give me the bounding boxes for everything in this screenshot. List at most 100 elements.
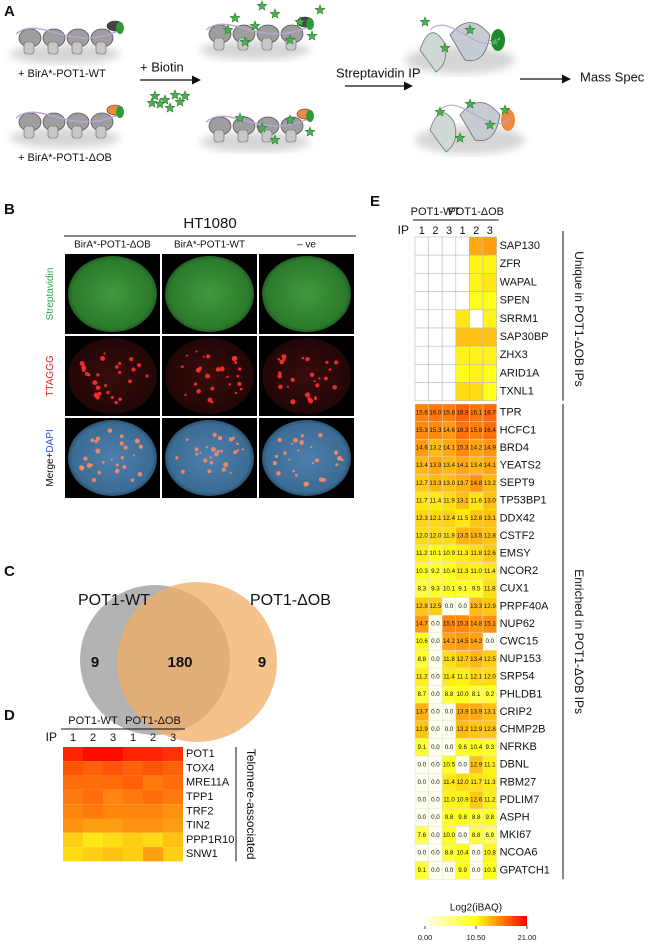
telomere-focus (120, 456, 125, 460)
telomere-focus (210, 446, 216, 452)
telomere-focus (202, 355, 205, 358)
cell-value: 15.3 (457, 621, 470, 628)
cell-value: 0.0 (417, 779, 426, 786)
cell-value: 11.3 (457, 550, 469, 557)
cell-value: 11.2 (484, 797, 496, 804)
cell-value: 9.3 (485, 744, 494, 751)
empty-cell (414, 309, 429, 329)
telomere-focus (278, 384, 283, 389)
cell-value: 13.1 (457, 497, 470, 504)
panel-label: C (4, 563, 15, 580)
cell-value: 14.1 (457, 462, 470, 469)
telomere-focus (279, 359, 285, 365)
cell-value: 9.1 (417, 744, 426, 751)
gene-label: NCOR2 (500, 565, 539, 577)
empty-cell (441, 254, 457, 274)
cell-value: 0.0 (417, 761, 426, 768)
telomere-focus (294, 473, 298, 477)
cell-value: 11.6 (470, 497, 482, 504)
telomere-focus (122, 464, 127, 469)
cell-value: 9.2 (431, 568, 440, 575)
panel-label: D (4, 707, 15, 724)
biotin-star (454, 132, 466, 143)
heat-cell (123, 761, 143, 776)
cell-value: 9.8 (485, 814, 494, 821)
cell-value: 12.5 (484, 656, 497, 663)
empty-cell (441, 345, 457, 365)
heat-cell (63, 818, 83, 833)
telomere-focus (132, 454, 135, 457)
legend-tick-label: 10.50 (467, 933, 486, 942)
biotin-star (269, 134, 281, 145)
cell-value: 11.5 (457, 515, 469, 522)
telomere-focus (277, 437, 282, 443)
group-side-label: Unique in POT1-ΔOB IPs (572, 251, 586, 386)
heat-cell (455, 345, 470, 365)
cell-value: 10.4 (443, 568, 456, 575)
telomere-focus (214, 452, 219, 457)
heat-cell (163, 775, 183, 790)
cell-value: 11.3 (457, 568, 469, 575)
heat-cell (143, 789, 163, 805)
cell-value: 6.9 (485, 832, 494, 839)
cell-value: 9.9 (458, 867, 467, 874)
telomere-focus (212, 432, 217, 438)
telomere-focus (324, 376, 328, 381)
gene-label: MRE11A (186, 777, 230, 789)
cell-value: 9.8 (458, 814, 467, 821)
birA (116, 22, 124, 34)
gene-label: DDX42 (500, 512, 535, 524)
telomere-focus (215, 367, 221, 372)
condition-label: + BirA*-POT1-WT (18, 68, 106, 80)
biotin-star (179, 90, 191, 101)
gene-label: BRD4 (500, 442, 529, 454)
heat-cell (143, 775, 163, 790)
telomere-focus (93, 392, 99, 398)
heat-cell (123, 789, 143, 805)
telomere-focus (123, 445, 128, 450)
telomere-focus (193, 382, 198, 386)
telomere-focus (134, 438, 140, 444)
heat-cell (63, 775, 83, 790)
replicate-label: 2 (432, 225, 438, 237)
biotin-star (484, 119, 496, 130)
gene-label: POT1 (186, 748, 215, 760)
telomere-focus (233, 450, 238, 455)
replicate-label: 1 (130, 732, 136, 744)
gene-label: EMSY (500, 548, 532, 560)
gene-label: ASPH (500, 812, 530, 824)
heat-cell (103, 761, 123, 776)
telomere-focus (129, 357, 134, 362)
cell-value: 15.8 (443, 409, 456, 416)
telomere-focus (207, 397, 213, 403)
telomere-focus (97, 391, 102, 396)
cell-value: 12.9 (470, 761, 483, 768)
protein (95, 41, 107, 55)
cell-value: 8.8 (445, 691, 454, 698)
telomere-focus (238, 367, 242, 371)
empty-cell (441, 236, 457, 256)
group-label: POT1-ΔOB (125, 715, 181, 727)
dna (205, 115, 311, 127)
empty-cell (469, 309, 484, 329)
gene-label: NCOA6 (500, 847, 538, 859)
cell-value: 0.0 (431, 726, 440, 733)
cell-value: 12.4 (443, 515, 456, 522)
empty-cell (428, 236, 443, 256)
nucleus (68, 420, 157, 496)
protein (47, 125, 59, 139)
heat-cell (482, 364, 497, 383)
nucleus (262, 256, 351, 332)
telomere-focus (315, 458, 320, 463)
telomere-focus (335, 463, 339, 467)
gene-label: GPATCH1 (500, 864, 550, 876)
nucleus (262, 338, 351, 414)
cell-value: 14.6 (443, 427, 456, 434)
cell-value: 0.0 (472, 849, 481, 856)
cell-value: 14.2 (443, 638, 456, 645)
biotin-star (239, 36, 251, 47)
cell-value: 11.1 (457, 673, 469, 680)
heat-cell (482, 309, 497, 329)
biotin-star (149, 90, 161, 101)
heat-cell (482, 382, 497, 402)
